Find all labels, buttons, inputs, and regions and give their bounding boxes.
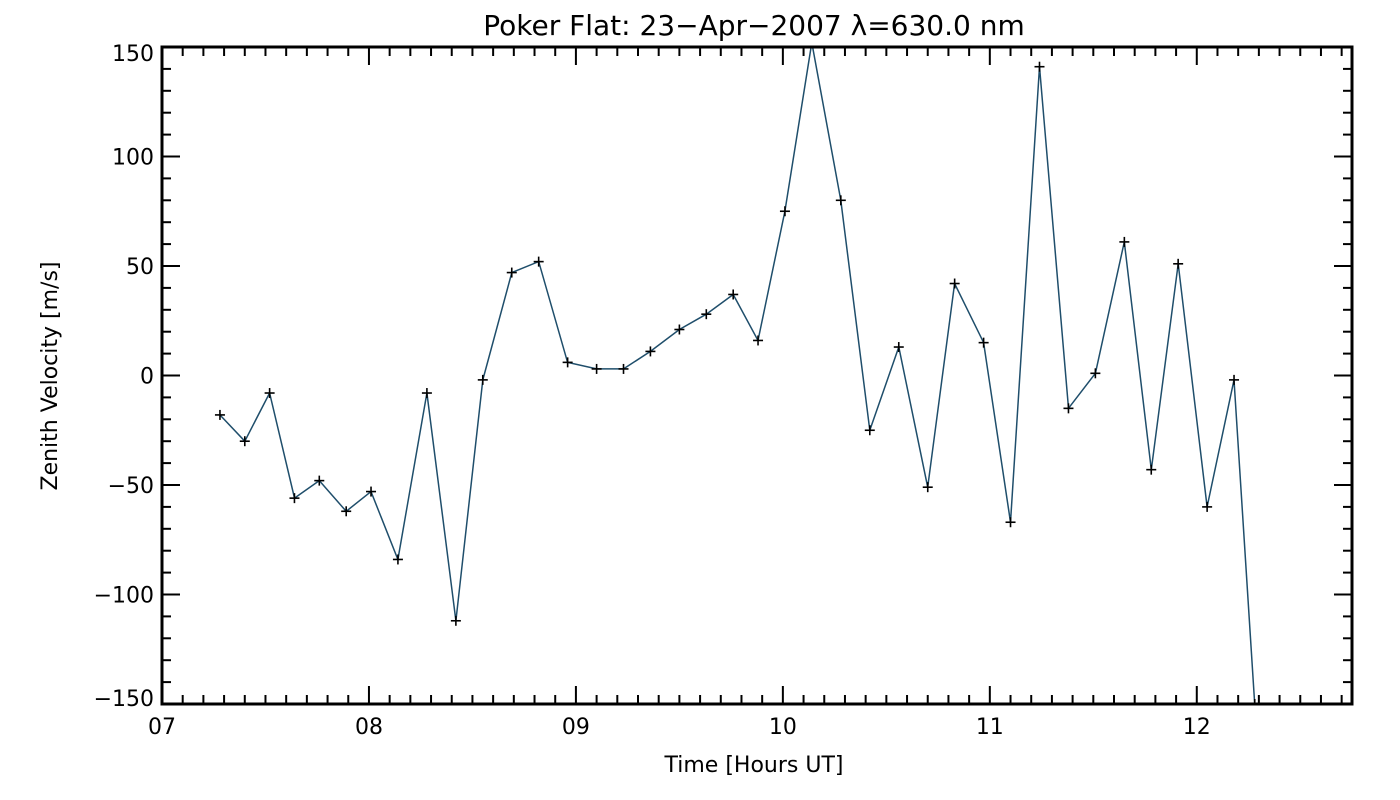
y-tick-label: −150 [94,687,154,712]
data-point [922,482,933,493]
x-tick-label: 09 [562,715,590,740]
y-tick-label: 150 [112,42,154,67]
data-point [341,506,352,517]
data-point [1146,464,1157,475]
data-point [366,486,377,497]
data-point [421,388,432,399]
data-point [314,475,325,486]
y-tick-label: 0 [140,365,154,390]
y-tick-label: 50 [126,255,154,280]
data-point [835,195,846,206]
x-tick-label: 11 [976,715,1004,740]
data-point [753,335,764,346]
data-point [214,409,225,420]
axis-ticks [161,46,1352,705]
data-point [645,346,656,357]
data-point [1090,368,1101,379]
axis-tick-labels: 07 08 09 10 11 12 −150 −100 −50 0 50 100 150 [94,42,1211,740]
data-point [1005,517,1016,528]
data-point [618,363,629,374]
data-point [450,615,461,626]
data-point [893,342,904,353]
data-point [392,554,403,565]
y-tick-label: 100 [112,146,154,171]
data-point [949,278,960,289]
data-point [591,363,602,374]
data-point [1249,699,1260,704]
data-series [214,47,1260,704]
data-point [506,267,517,278]
series-1 [214,47,1260,704]
data-point [289,493,300,504]
data-point [779,206,790,217]
data-point [674,324,685,335]
data-point [978,337,989,348]
chart-title: Poker Flat: 23−Apr−2007 λ=630.0 nm [483,9,1025,42]
data-point [477,374,488,385]
data-point [1063,403,1074,414]
x-tick-label: 10 [769,715,797,740]
data-point [1034,61,1045,72]
data-point [239,436,250,447]
data-point [562,357,573,368]
x-tick-label: 07 [148,715,176,740]
data-point [701,309,712,320]
y-axis-label: Zenith Velocity [m/s] [38,262,63,491]
data-point [864,425,875,436]
data-point [264,388,275,399]
data-point [1173,258,1184,269]
data-point [1229,374,1240,385]
x-axis-label: Time [Hours UT] [664,753,844,778]
data-point [1119,236,1130,247]
data-point [728,289,739,300]
y-tick-label: −50 [108,474,154,499]
y-tick-label: −100 [94,584,154,609]
x-tick-label: 12 [1183,715,1211,740]
x-tick-label: 08 [355,715,383,740]
data-point [533,256,544,267]
plot-frame [160,45,1354,706]
data-point [1202,501,1213,512]
